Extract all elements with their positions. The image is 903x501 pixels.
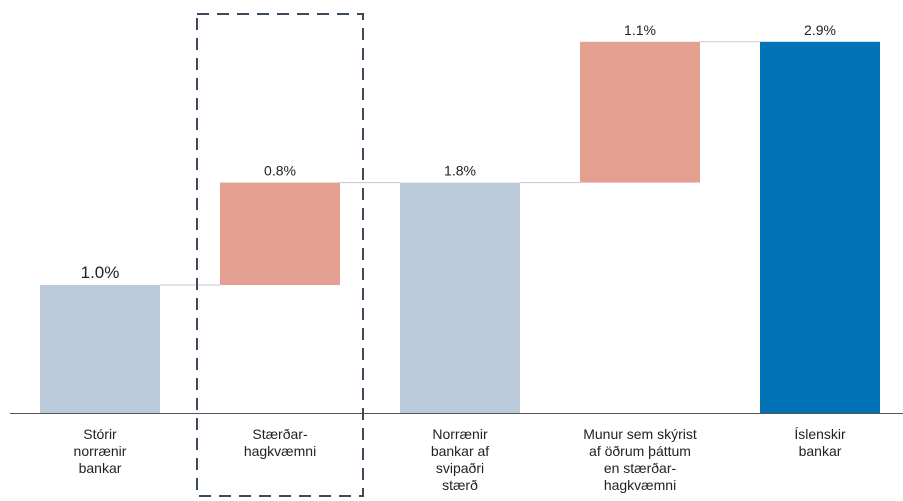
highlight-dashed-box [196,13,364,497]
category-label: Norrænir bankar af svipaðri stærð [431,426,489,493]
data-label: 0.8% [264,163,296,179]
bar [760,41,880,414]
category-label: Munur sem skýrist af öðrum þáttum en stærð… [583,426,697,493]
bar [220,182,340,285]
data-label: 2.9% [804,22,836,38]
bar [580,41,700,183]
bar [40,285,160,413]
data-label: 1.8% [444,163,476,179]
data-label: 1.0% [81,263,120,282]
data-label: 1.1% [624,22,656,38]
category-label: Stærðar-hagkvæmni [244,426,316,459]
category-label: Íslenskir bankar [794,426,846,459]
category-label: Stórir norrænir bankar [74,426,127,476]
bar [400,182,520,413]
